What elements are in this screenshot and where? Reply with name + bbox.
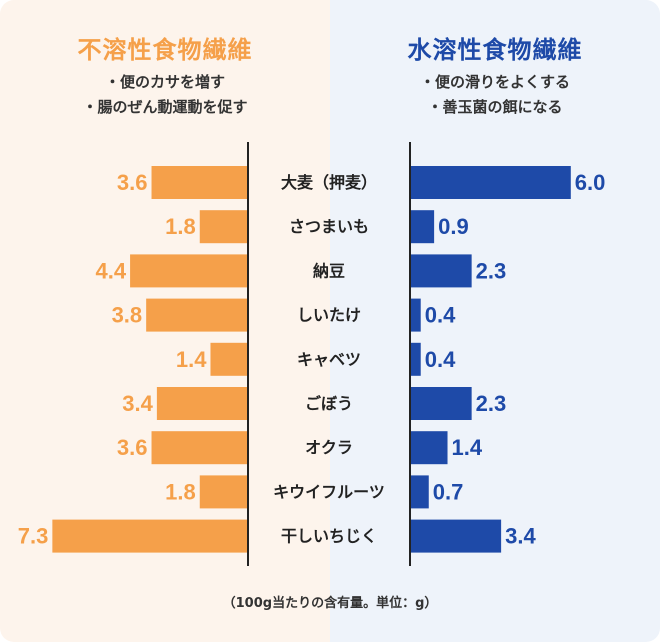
category-label: 大麦（押麦） (281, 173, 377, 192)
soluble-value-label: 0.4 (425, 347, 456, 372)
insoluble-value-label: 4.4 (95, 258, 126, 283)
insoluble-benefits: ・便のカサを増す ・腸のぜん動運動を促す (0, 70, 330, 120)
soluble-bar (410, 387, 472, 420)
soluble-bar (410, 298, 421, 332)
insoluble-bar (130, 254, 248, 288)
soluble-bar (410, 166, 571, 199)
soluble-benefits: ・便の滑りをよくする ・善玉菌の餌になる (330, 70, 660, 120)
soluble-value-label: 1.4 (452, 435, 483, 460)
insoluble-value-label: 3.6 (117, 435, 148, 460)
soluble-fiber-title: 水溶性食物繊維 (407, 36, 583, 64)
insoluble-bar (151, 166, 248, 199)
soluble-benefit-2: ・善玉菌の餌になる (427, 98, 563, 116)
soluble-bar (410, 210, 435, 244)
category-label: オクラ (305, 438, 353, 457)
insoluble-value-label: 1.4 (176, 347, 207, 372)
soluble-value-label: 0.7 (433, 479, 464, 504)
insoluble-bar (146, 298, 248, 332)
insoluble-bar (210, 342, 248, 376)
insoluble-value-label: 3.4 (122, 391, 153, 416)
soluble-bar (410, 342, 421, 376)
insoluble-bar (156, 387, 248, 420)
category-label: さつまいも (289, 217, 369, 236)
footnote: （100g当たりの含有量。単位：g） (222, 596, 438, 611)
soluble-value-label: 0.9 (438, 214, 469, 239)
insoluble-bar (199, 210, 248, 244)
category-label: キャベツ (297, 350, 361, 369)
soluble-benefit-1: ・便の滑りをよくする (419, 73, 570, 91)
category-label: ごぼう (305, 394, 353, 413)
soluble-bar (410, 254, 472, 288)
insoluble-value-label: 7.3 (18, 524, 49, 549)
insoluble-value-label: 3.6 (117, 170, 148, 195)
category-label: 干しいちじく (281, 527, 377, 546)
soluble-bar (410, 431, 448, 465)
soluble-bar (410, 519, 502, 553)
soluble-value-label: 2.3 (476, 258, 507, 283)
category-label: しいたけ (297, 306, 361, 325)
category-label: 納豆 (313, 261, 345, 280)
insoluble-value-label: 3.8 (112, 303, 143, 328)
insoluble-bar (52, 519, 248, 553)
soluble-value-label: 0.4 (425, 303, 456, 328)
insoluble-benefit-1: ・便のカサを増す (104, 73, 225, 91)
soluble-value-label: 6.0 (575, 170, 606, 195)
insoluble-benefit-2: ・腸のぜん動運動を促す (82, 98, 248, 116)
insoluble-value-label: 1.8 (165, 479, 196, 504)
insoluble-fiber-title: 不溶性食物繊維 (77, 36, 253, 64)
soluble-value-label: 2.3 (476, 391, 507, 416)
soluble-bar (410, 475, 429, 509)
soluble-value-label: 3.4 (505, 524, 536, 549)
insoluble-bar (199, 475, 248, 509)
insoluble-bar (151, 431, 248, 465)
insoluble-value-label: 1.8 (165, 214, 196, 239)
category-label: キウイフルーツ (273, 482, 385, 501)
